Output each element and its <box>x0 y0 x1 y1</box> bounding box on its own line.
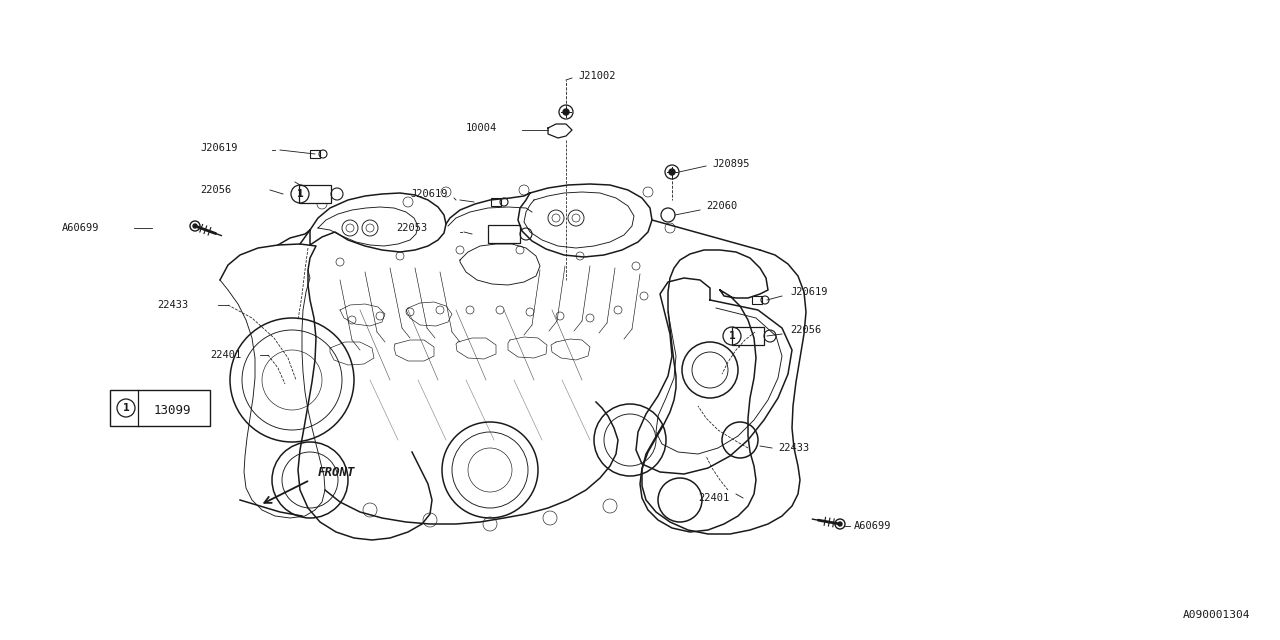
Text: J20895: J20895 <box>712 159 750 169</box>
Text: A090001304: A090001304 <box>1183 610 1251 620</box>
Text: 22433: 22433 <box>778 443 809 453</box>
Bar <box>488 225 520 243</box>
Text: 13099: 13099 <box>154 403 191 417</box>
Text: 22060: 22060 <box>707 201 737 211</box>
Text: 22056: 22056 <box>790 325 822 335</box>
Text: 22056: 22056 <box>200 185 232 195</box>
Text: 1: 1 <box>123 403 129 413</box>
Text: J20619: J20619 <box>200 143 238 153</box>
Text: 1: 1 <box>728 331 736 341</box>
Bar <box>300 185 332 203</box>
Text: 22433: 22433 <box>157 300 188 310</box>
Bar <box>310 150 320 158</box>
Circle shape <box>193 224 197 228</box>
Bar <box>753 296 762 304</box>
Text: J20619: J20619 <box>790 287 827 297</box>
Text: A60699: A60699 <box>61 223 100 233</box>
Text: J21002: J21002 <box>579 71 616 81</box>
Text: A60699: A60699 <box>854 521 891 531</box>
Circle shape <box>563 109 570 115</box>
Text: 10004: 10004 <box>466 123 497 133</box>
Text: 22401: 22401 <box>210 350 241 360</box>
Bar <box>732 327 764 345</box>
Circle shape <box>838 522 842 526</box>
Text: 22401: 22401 <box>698 493 730 503</box>
Text: J20619: J20619 <box>410 189 448 199</box>
Text: 1: 1 <box>297 189 303 199</box>
Text: 22053: 22053 <box>396 223 428 233</box>
Text: FRONT: FRONT <box>317 465 356 479</box>
Circle shape <box>669 169 675 175</box>
Bar <box>110 390 210 426</box>
Bar <box>492 198 500 206</box>
